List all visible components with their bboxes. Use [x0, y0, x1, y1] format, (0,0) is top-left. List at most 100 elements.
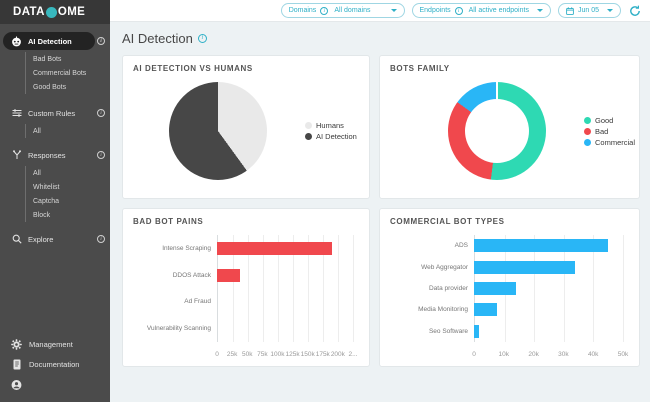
legend-item-bad[interactable]: Bad — [584, 126, 635, 137]
bar-row — [474, 324, 623, 338]
dome-circle-icon — [45, 6, 57, 18]
chevron-down-icon — [536, 9, 543, 12]
refresh-button[interactable] — [628, 4, 642, 18]
sidebar-item-label: Management — [29, 339, 73, 349]
bar-row — [217, 268, 353, 282]
endpoints-dropdown[interactable]: Endpoints i All active endpoints — [411, 3, 551, 18]
bar-row — [474, 303, 623, 317]
sidebar-item-label: Block — [33, 211, 51, 219]
x-tick-label: 25k — [226, 351, 238, 358]
datadome-logo[interactable]: DATA OME — [0, 0, 110, 24]
pie-chart-ai-vs-humans[interactable] — [169, 82, 267, 180]
branch-icon — [11, 150, 22, 161]
sidebar-item-label: Captcha — [33, 197, 60, 205]
gridline — [263, 235, 264, 342]
bar-row — [217, 322, 353, 335]
sidebar-nav: AI Detection i Bad Bots i Commercial Bot… — [0, 24, 110, 334]
endpoints-selected-value: All active endpoints — [468, 7, 529, 14]
gridline — [353, 235, 354, 342]
info-icon[interactable]: i — [97, 151, 105, 159]
bar[interactable] — [217, 268, 240, 282]
info-icon[interactable]: i — [320, 6, 329, 15]
bar[interactable] — [474, 239, 609, 253]
sidebar-item-bad-bots[interactable]: Bad Bots i — [33, 52, 110, 66]
gridline — [338, 235, 339, 342]
sidebar-item-captcha[interactable]: Captcha — [33, 194, 110, 208]
bar-category-label: Intense Scraping — [162, 244, 211, 252]
sidebar-item-label: All — [33, 127, 41, 135]
card-title: BAD BOT PAINS — [133, 217, 204, 226]
bar-category-label: Ad Fraud — [184, 298, 211, 306]
sidebar-item-label: Good Bots — [33, 83, 67, 91]
gridline — [293, 235, 294, 342]
bar-row — [474, 239, 623, 253]
bar-chart-commercial-bot-types: ADS Web Aggregator Data provider Media Moni… — [390, 235, 628, 358]
chart-gridlines — [217, 235, 354, 342]
x-tick-label: 50k — [241, 351, 253, 358]
card-title: COMMERCIAL BOT TYPES — [390, 217, 505, 226]
bar[interactable] — [474, 324, 480, 338]
sidebar-item-whitelist[interactable]: Whitelist — [33, 180, 110, 194]
sidebar-item-custom-rules-all[interactable]: All — [33, 124, 110, 138]
endpoints-label: Endpoints — [419, 7, 451, 14]
user-menu[interactable] — [11, 374, 110, 396]
robot-icon — [11, 36, 22, 47]
top-bar: Domains i All domains Endpoints i All ac… — [110, 0, 650, 22]
search-icon — [11, 234, 22, 245]
legend-label: Commercial — [595, 137, 636, 147]
bar-category-label: Web Aggregator — [421, 263, 468, 271]
domains-dropdown[interactable]: Domains i All domains — [280, 3, 405, 18]
info-icon[interactable]: i — [454, 6, 463, 15]
donut-chart-bots-family[interactable] — [448, 82, 546, 180]
gear-icon — [11, 338, 22, 350]
sidebar-item-management[interactable]: Management — [11, 334, 110, 354]
x-tick-label: 0 — [215, 351, 219, 358]
page-title: AI Detection — [122, 30, 193, 46]
bar[interactable] — [474, 303, 497, 317]
x-tick-label: 150k — [300, 351, 315, 358]
bar[interactable] — [474, 281, 516, 295]
legend-swatch — [584, 116, 591, 124]
x-tick-label: 75k — [257, 351, 268, 358]
x-axis-labels: 0 10k 20k 30k 40k 50k — [472, 346, 628, 358]
legend-item-commercial[interactable]: Commercial — [584, 137, 635, 148]
sidebar-item-responses-all[interactable]: All — [33, 166, 110, 180]
sidebar-item-ai-detection[interactable]: AI Detection i — [0, 32, 110, 50]
bar-rows — [474, 235, 623, 342]
sidebar-item-label: All — [33, 169, 41, 177]
info-icon[interactable]: i — [197, 33, 207, 43]
gridline — [323, 235, 324, 342]
x-tick-label: 10k — [498, 351, 510, 358]
info-icon[interactable]: i — [97, 109, 105, 117]
legend-item-good[interactable]: Good — [584, 115, 635, 126]
info-icon[interactable]: i — [97, 37, 105, 45]
bar[interactable] — [474, 260, 576, 274]
card-title: AI DETECTION VS HUMANS — [133, 64, 253, 73]
sidebar-item-responses[interactable]: Responses i — [0, 146, 110, 164]
x-tick-label: 100k — [270, 351, 285, 358]
bar-category-label: Data provider — [428, 284, 468, 292]
sidebar-item-explore[interactable]: Explore i — [0, 230, 110, 248]
date-picker[interactable]: Jun 05 — [557, 3, 621, 18]
legend-item-humans[interactable]: Humans — [305, 120, 357, 131]
card-bots-family: BOTS FAMILY Good Bad — [379, 55, 640, 199]
y-axis-labels: Intense Scraping DDOS Attack Ad Fraud Vulne… — [133, 235, 211, 342]
sidebar-item-block[interactable]: Block — [33, 208, 110, 222]
sidebar-item-documentation[interactable]: Documentation — [11, 354, 110, 374]
bar-row — [474, 260, 623, 274]
responses-subgroup: All Whitelist Captcha Block — [25, 166, 110, 222]
sidebar-item-custom-rules[interactable]: Custom Rules i — [0, 104, 110, 122]
sidebar-item-label: Explore — [28, 234, 54, 244]
x-tick-label: 50k — [617, 351, 629, 358]
legend-label: Good — [595, 115, 614, 125]
bar[interactable] — [217, 241, 332, 255]
legend-item-ai-detection[interactable]: AI Detection — [305, 131, 357, 142]
domains-label: Domains — [288, 7, 317, 14]
legend-swatch — [305, 122, 312, 129]
info-icon[interactable]: i — [97, 235, 105, 243]
sidebar-item-good-bots[interactable]: Good Bots i — [33, 80, 110, 94]
bar-category-label: Vulnerability Scanning — [146, 325, 211, 333]
sidebar-item-commercial-bots[interactable]: Commercial Bots i — [33, 66, 110, 80]
gridline — [278, 235, 279, 342]
sidebar-item-label: Commercial Bots — [33, 69, 87, 77]
